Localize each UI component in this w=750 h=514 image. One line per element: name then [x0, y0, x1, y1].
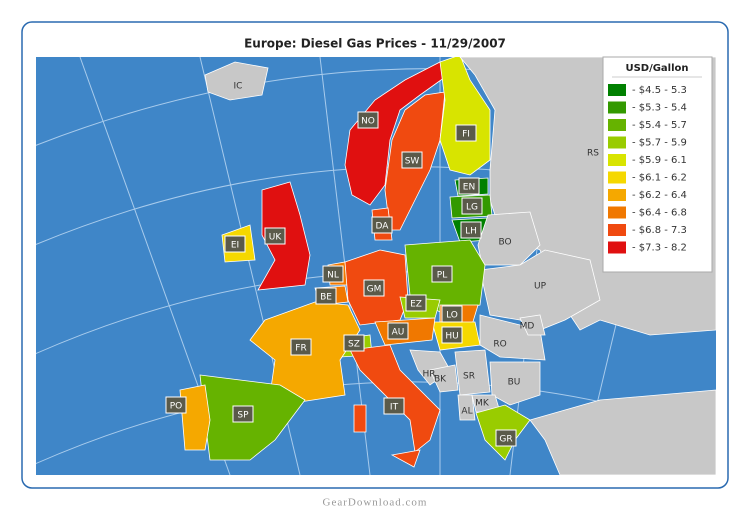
label-box — [290, 338, 312, 356]
label-box — [441, 326, 463, 344]
label-box — [232, 405, 254, 423]
country-label: LO — [446, 311, 458, 321]
label-box — [387, 322, 409, 340]
country-label: AU — [392, 328, 405, 338]
country-label: IT — [390, 403, 399, 413]
legend-label: - $6.8 - 7.3 — [632, 225, 687, 236]
country-label: UP — [534, 282, 547, 292]
legend-label: - $5.9 - 6.1 — [632, 155, 687, 166]
legend-swatch — [608, 206, 626, 219]
country[interactable] — [479, 249, 601, 331]
country-label: MK — [475, 399, 490, 409]
country-label: GR — [499, 435, 512, 445]
legend: USD/Gallon - $4.5 - 5.3 - $5.3 - 5.4 - $5.… — [602, 56, 713, 273]
map-title: Europe: Diesel Gas Prices - 11/29/2007 — [244, 37, 506, 51]
land — [529, 389, 716, 475]
country-label: PL — [437, 271, 447, 281]
legend-label: - $6.2 - 6.4 — [632, 190, 687, 201]
label-box — [322, 265, 344, 283]
label-box — [224, 235, 246, 253]
country-label: RS — [587, 149, 599, 159]
country-label: HR — [422, 370, 435, 380]
label-box — [460, 221, 482, 239]
country[interactable] — [179, 384, 211, 451]
legend-swatch — [608, 154, 626, 166]
country-label: SP — [237, 411, 249, 421]
country[interactable] — [454, 349, 491, 396]
country-label: BO — [498, 238, 511, 248]
label-box — [363, 279, 385, 297]
country[interactable] — [344, 61, 456, 206]
country-label: BU — [508, 378, 521, 388]
country-label: EZ — [410, 300, 422, 310]
country-label: NO — [361, 117, 375, 127]
country-label: MD — [520, 322, 535, 332]
country-label: GM — [367, 285, 382, 295]
country[interactable] — [204, 61, 269, 101]
label-box — [371, 216, 393, 234]
legend-swatch — [608, 171, 626, 184]
country-label: BK — [434, 375, 447, 385]
country-label: IC — [234, 82, 243, 92]
country[interactable] — [519, 314, 546, 336]
country-label: UK — [269, 233, 283, 243]
label-box — [461, 197, 483, 215]
legend-swatch — [608, 224, 626, 236]
country[interactable] — [353, 404, 367, 433]
label-box — [165, 396, 187, 414]
legend-swatch — [608, 241, 626, 254]
label-box — [357, 111, 379, 129]
legend-swatch — [608, 84, 626, 96]
country-label: BE — [320, 293, 332, 303]
country-label: SW — [405, 157, 420, 167]
legend-label: - $6.1 - 6.2 — [632, 173, 687, 184]
legend-label: - $5.3 - 5.4 — [632, 103, 687, 114]
label-box — [343, 334, 365, 352]
label-box — [458, 177, 480, 195]
country-label: FI — [462, 130, 470, 140]
country-label: FR — [295, 344, 306, 354]
country-label: SR — [463, 372, 475, 382]
label-box — [495, 429, 517, 447]
legend-label: - $5.4 - 5.7 — [632, 120, 687, 131]
label-box — [441, 305, 463, 323]
country-label: EI — [231, 241, 239, 251]
label-box — [315, 287, 337, 305]
country[interactable] — [489, 361, 541, 406]
country[interactable] — [390, 449, 421, 468]
country-label: AL — [461, 407, 472, 417]
country-label: LG — [466, 203, 478, 213]
label-box — [401, 151, 423, 169]
legend-swatch — [608, 101, 626, 114]
country-label: DA — [376, 222, 390, 232]
label-box — [264, 227, 286, 245]
legend-swatch — [608, 136, 626, 149]
label-box — [431, 265, 453, 283]
country-label: LH — [465, 227, 477, 237]
label-box — [405, 294, 427, 312]
label-box — [383, 397, 405, 415]
country[interactable] — [439, 55, 491, 176]
watermark: GearDownload.com — [323, 497, 428, 509]
country[interactable] — [429, 364, 459, 393]
label-box — [455, 124, 477, 142]
legend-label: - $6.4 - 6.8 — [632, 208, 687, 219]
country-label: SZ — [348, 340, 360, 350]
country-label: HU — [445, 332, 458, 342]
country-label: NL — [327, 271, 339, 281]
country-label: RO — [493, 340, 506, 350]
legend-label: - $5.7 - 5.9 — [632, 138, 687, 149]
country[interactable] — [457, 394, 476, 421]
legend-swatch — [608, 119, 626, 131]
country-label: PO — [170, 402, 183, 412]
legend-title: USD/Gallon — [625, 63, 688, 74]
country-label: EN — [463, 183, 475, 193]
legend-swatch — [608, 189, 626, 201]
legend-label: - $7.3 - 8.2 — [632, 243, 687, 254]
legend-label: - $4.5 - 5.3 — [632, 85, 687, 96]
